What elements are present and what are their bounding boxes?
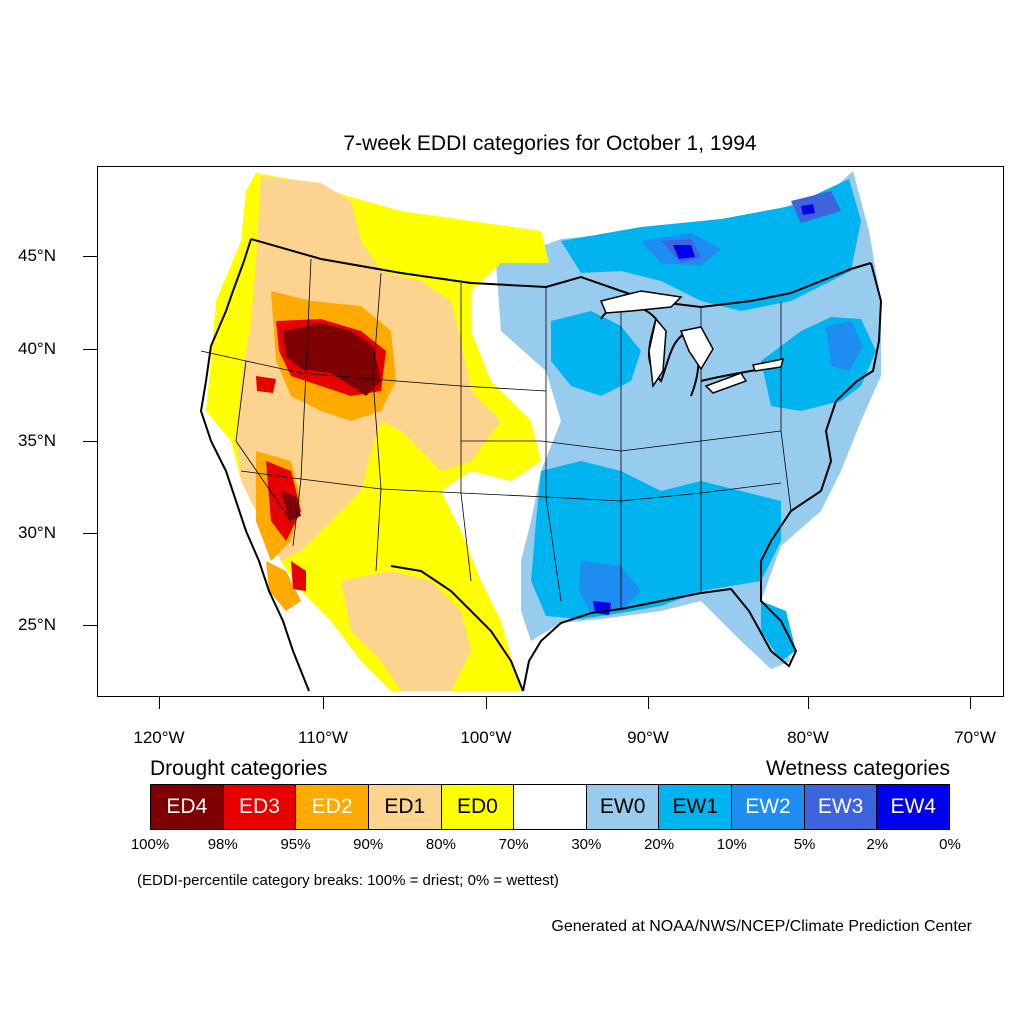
legend-box-ed0: ED0 (441, 785, 515, 829)
drought-heading: Drought categories (150, 757, 328, 780)
legend-color-bar: ED4 ED3 ED2 ED1 ED0 EW0 EW1 EW2 EW3 EW4 (150, 784, 950, 830)
us-map (199, 171, 883, 692)
lon-label-120: 120°W (133, 728, 185, 747)
legend-note: (EDDI-percentile category breaks: 100% =… (137, 872, 559, 889)
legend-box-ew2: EW2 (732, 785, 805, 829)
percent-break-label: 20% (644, 836, 675, 853)
legend-box-ew4: EW4 (877, 785, 950, 829)
lat-label-25: 25°N (18, 615, 56, 634)
lon-label-100: 100°W (460, 728, 512, 747)
lon-tick (323, 697, 324, 709)
coastlines (199, 238, 883, 692)
lon-label-90: 90°W (627, 728, 669, 747)
percent-break-label: 100% (130, 836, 170, 853)
percent-break-label: 10% (716, 836, 747, 853)
legend-box-ed1: ED1 (368, 785, 442, 829)
lon-tick (970, 697, 971, 709)
credit-line: Generated at NOAA/NWS/NCEP/Climate Predi… (551, 918, 972, 935)
lake-ontario (752, 358, 785, 372)
percent-break-label: 95% (280, 836, 311, 853)
legend-box-ed4: ED4 (151, 785, 224, 829)
lake-erie (704, 372, 748, 394)
ed4-region (281, 323, 381, 521)
map-title: 7-week EDDI categories for October 1, 19… (343, 132, 757, 155)
lat-label-35: 35°N (18, 431, 56, 450)
wetness-regions (496, 171, 881, 669)
lake-michigan (648, 317, 667, 389)
percent-break-label: 90% (353, 836, 384, 853)
water-features (599, 290, 785, 394)
percent-break-label: 30% (571, 836, 602, 853)
percent-break-label: 2% (866, 836, 889, 853)
lat-tick (83, 625, 97, 626)
lat-tick (83, 441, 97, 442)
percent-break-label: 5% (793, 836, 816, 853)
lon-tick (808, 697, 809, 709)
wetness-heading: Wetness categories (765, 757, 950, 780)
lon-label-110: 110°W (298, 728, 348, 747)
percent-break-label: 98% (207, 836, 238, 853)
lon-tick (486, 697, 487, 709)
lat-tick (83, 256, 97, 257)
lon-label-80: 80°W (787, 728, 829, 747)
lat-label-40: 40°N (18, 339, 56, 358)
ew2-region-louisiana (579, 561, 641, 613)
lon-tick (648, 697, 649, 709)
percent-break-label: 70% (498, 836, 529, 853)
lake-superior (599, 290, 683, 314)
legend-box-ed2: ED2 (296, 785, 369, 829)
percent-break-label: 80% (425, 836, 456, 853)
ew2-region-northeast (826, 321, 863, 371)
legend-box-ew0: EW0 (586, 785, 660, 829)
ew1-region-midwest (551, 311, 641, 396)
drought-regions (206, 173, 549, 691)
lat-label-30: 30°N (18, 523, 56, 542)
map-panel (97, 166, 1004, 697)
lat-label-45: 45°N (18, 246, 56, 265)
legend-box-ed3: ED3 (223, 785, 297, 829)
ed1-region-south (341, 571, 471, 691)
lat-tick (83, 533, 97, 534)
lon-label-70: 70°W (954, 728, 996, 747)
percent-break-label: 0% (939, 836, 961, 853)
ew1-region-florida (761, 601, 796, 661)
lon-tick (159, 697, 160, 709)
ew3-region (661, 191, 841, 263)
legend-box-ew3: EW3 (804, 785, 878, 829)
legend-box-neutral (514, 785, 587, 829)
lake-huron (679, 326, 714, 371)
state-borders (200, 258, 792, 609)
lat-tick (83, 349, 97, 350)
legend-box-ew1: EW1 (659, 785, 733, 829)
